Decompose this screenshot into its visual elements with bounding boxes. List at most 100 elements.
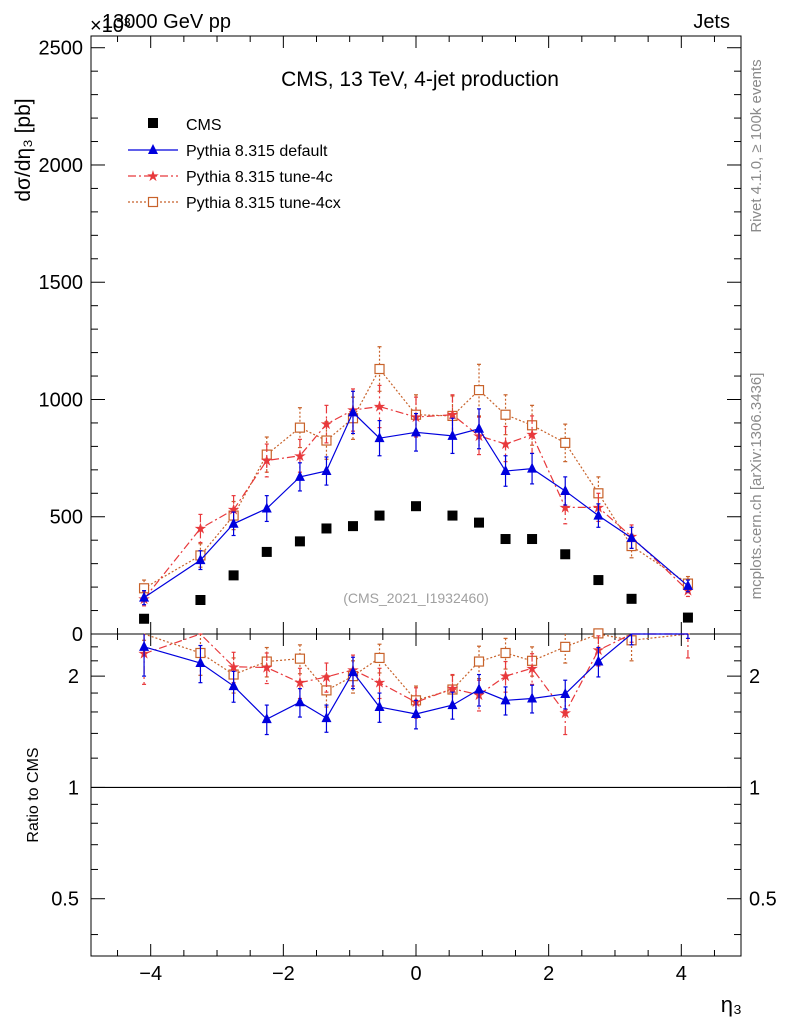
series-tune4cx [138,346,694,598]
cms-data-point [500,534,511,545]
x-axis-label: η₃ [721,992,742,1017]
default-data-point [139,640,150,651]
tune4c-data-point: ★ [446,681,459,698]
tune4cx-data-point [473,385,485,396]
series-cms [139,501,693,624]
cms-data-point [527,534,538,545]
default-data-point [474,422,485,433]
tune4cx-data-point [374,363,385,375]
tune4cx-data-point [294,653,306,664]
ratio-panel-frame [90,633,742,957]
ratio-y-tick-label-right: 0.5 [749,889,777,911]
category-label: Jets [693,11,730,33]
ratio-series-group: ★★★★★★★★★★★★★★ [137,628,690,736]
default-data-point [593,509,604,520]
cms-data-point [261,546,272,557]
x-tick-label: 2 [543,963,554,985]
main-y-tick-label: 2500 [39,38,84,60]
default-data-point [447,429,458,440]
legend-tune4c-label: Pythia 8.315 tune-4c [186,169,333,186]
tune4c-data-point: ★ [320,669,333,686]
cms-data-point [626,593,637,604]
tune4c-data-point: ★ [499,436,512,453]
tune4c-data-point: ★ [446,407,459,424]
ratio-y-tick-label-left: 1 [68,777,79,799]
ratio-y-axis-label: Ratio to CMS [25,747,42,842]
cms-data-point [347,521,358,532]
legend-tune4cx-marker [147,196,159,208]
cms-data-point [195,594,206,605]
legend-tune4c-marker: ★ [146,168,159,185]
tune4c-data-point: ★ [293,675,306,692]
default-data-point [228,517,239,528]
tune4c-data-point: ★ [320,416,333,433]
default-data-point [500,694,511,705]
y-axis-exponent: ×10³ [90,15,131,37]
default-data-point [321,465,332,476]
legend-default-marker [148,144,158,154]
cms-data-point [321,523,332,534]
default-data-point [374,701,385,712]
legend-tune4cx-label: Pythia 8.315 tune-4cx [186,195,341,212]
rivet-version-label: Rivet 4.1.0, ≥ 100k events [748,59,765,232]
legend-entry-cms: CMS [148,117,222,134]
cms-data-point [294,536,305,547]
axis-tick-labels: −4 −2 0 2 4 0 500 1000 1500 2000 2500 0.5 0.5 1 1 2 2 [39,38,777,985]
default-data-point [294,696,305,707]
tune4cx-data-point [560,641,571,652]
cms-data-point [593,575,604,586]
default-data-point [195,554,206,565]
default-data-point [626,531,637,542]
default-data-point [560,484,571,495]
legend-cms-label: CMS [186,117,222,134]
tune4c-data-point: ★ [559,705,572,722]
tune4c-data-point: ★ [525,660,538,677]
default-data-point [411,707,421,718]
default-data-point [527,692,538,703]
axis-ticks [91,36,741,956]
main-y-axis-label: dσ/dη₃ [pb] [12,98,35,201]
main-y-tick-label: 1500 [39,272,84,294]
default-data-point [261,713,272,724]
default-data-point [500,465,511,476]
x-tick-label: 0 [410,963,421,985]
default-data-point [294,470,305,481]
mcplots-reference-label: mcplots.cern.ch [arXiv:1306.3436] [748,373,765,600]
tune4c-data-point: ★ [559,499,572,516]
default-data-point [474,683,485,694]
main-y-tick-label: 1000 [39,389,84,411]
tune4c-data-point: ★ [499,668,512,685]
tune4cx-data-point [374,652,385,664]
tune4c-data-point: ★ [293,448,306,465]
default-data-point [139,591,150,602]
tune4c-data-point: ★ [227,659,240,676]
analysis-watermark: (CMS_2021_I1932460) [343,590,489,606]
default-data-point [527,462,538,473]
series-default [139,633,690,736]
chart-title: CMS, 13 TeV, 4-jet production [281,68,559,91]
tune4c-data-point: ★ [373,675,386,692]
cms-data-point [560,549,571,560]
tune4c-data-point: ★ [260,660,273,677]
tune4cx-data-point [473,656,485,667]
tune4cx-data-point [560,437,571,448]
ratio-y-tick-label-right: 2 [749,666,760,688]
main-y-tick-label: 500 [50,507,83,529]
default-data-point [228,680,239,691]
x-tick-label: 4 [676,963,687,985]
tune4c-data-point: ★ [373,399,386,416]
cms-data-point [228,570,239,581]
default-data-point [195,657,206,668]
legend-entry-tune4cx: Pythia 8.315 tune-4cx [128,195,341,212]
default-data-point [682,579,693,590]
series-default [139,390,693,606]
default-data-point [447,699,458,710]
x-tick-label: −4 [139,963,162,985]
main-y-tick-label: 0 [72,624,83,646]
legend-default-label: Pythia 8.315 default [186,143,328,160]
cms-data-point [474,517,485,528]
default-data-point [347,406,358,417]
main-series-group: ★★★★★★★★★★★★★★★★★ [137,346,695,624]
default-data-point [347,666,358,677]
